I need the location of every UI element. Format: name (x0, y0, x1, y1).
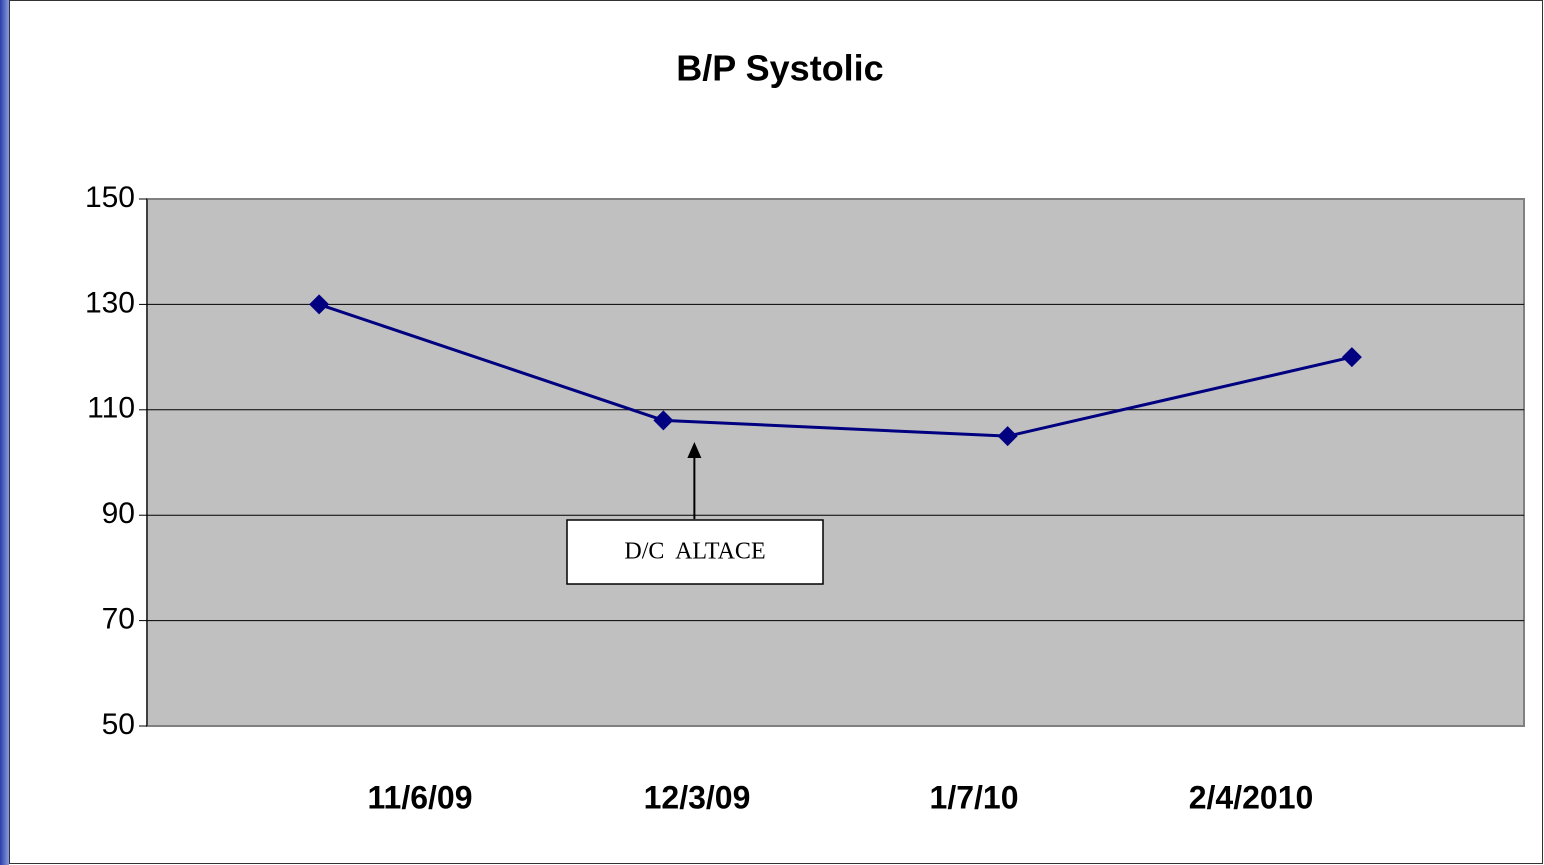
data-point (997, 426, 1018, 447)
side-stripe (0, 0, 9, 865)
y-tick-label: 70 (102, 603, 135, 636)
data-point (309, 294, 330, 315)
annotation-box (566, 519, 824, 585)
x-tick-label: 1/7/10 (930, 779, 1019, 815)
x-tick-label: 12/3/09 (644, 779, 751, 815)
y-tick-label: 110 (87, 392, 135, 425)
annotation-arrowhead (687, 442, 702, 458)
y-tick-label: 90 (102, 497, 135, 530)
x-tick-label: 2/4/2010 (1189, 779, 1314, 815)
plot-background (146, 198, 1525, 727)
y-tick-label: 130 (85, 286, 135, 319)
data-point (653, 410, 674, 431)
annotation-text: D/C ALTACE (624, 539, 765, 565)
x-tick-label: 11/6/09 (368, 779, 473, 815)
y-tick-label: 150 (85, 181, 135, 214)
data-point (1341, 347, 1362, 368)
series-line (318, 302, 1353, 438)
y-tick-label: 50 (102, 708, 135, 741)
chart-title: B/P Systolic (676, 48, 883, 89)
